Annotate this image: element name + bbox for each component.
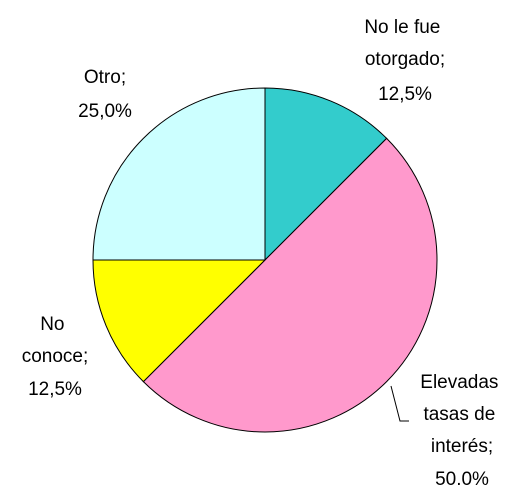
pie-slice bbox=[92, 87, 266, 261]
leader-line bbox=[390, 385, 409, 422]
slice-label: Otro; bbox=[84, 67, 126, 88]
pie-slice bbox=[92, 259, 267, 383]
slice-label: Elevadas tasas de interés; bbox=[420, 372, 503, 457]
slice-value-label: 25,0% bbox=[78, 101, 132, 122]
pie-slice bbox=[142, 137, 438, 433]
slice-value-label: 50.0% bbox=[435, 469, 489, 490]
slice-value-label: 12,5% bbox=[28, 379, 82, 400]
slice-label: No conoce; bbox=[22, 314, 89, 367]
slice-value-label: 12,5% bbox=[378, 84, 432, 105]
slice-label: No le fue otorgado; bbox=[364, 17, 445, 70]
pie-slice bbox=[264, 87, 388, 262]
